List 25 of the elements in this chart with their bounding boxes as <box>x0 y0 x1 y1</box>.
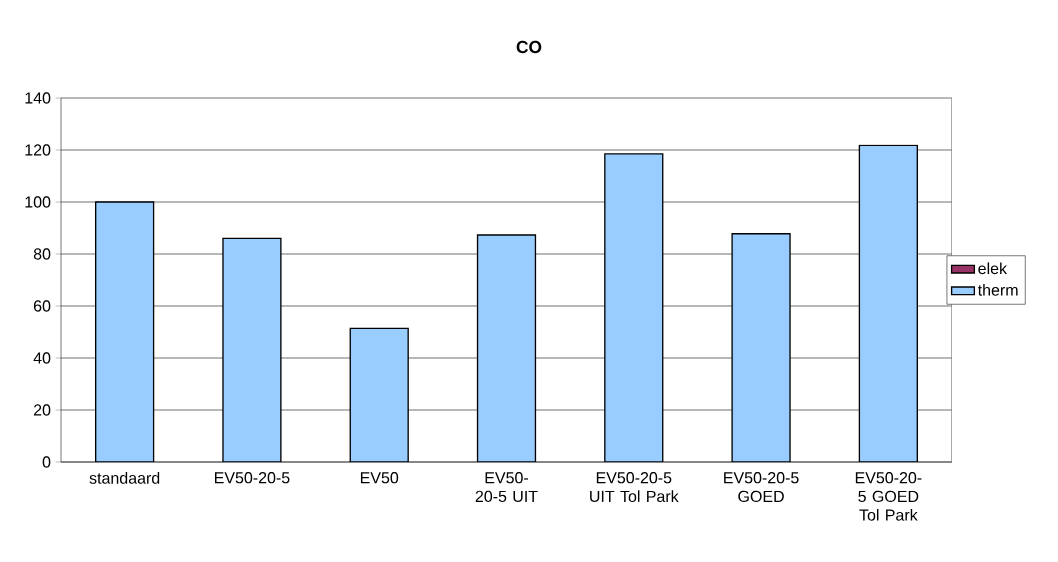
x-tick-label: EV50-20-5 <box>215 472 290 484</box>
y-tick-label: 0 <box>42 456 51 468</box>
chart-title: CO <box>516 40 542 54</box>
x-tick-label: EV50-20-5 UIT <box>475 472 538 503</box>
y-tick-label: 120 <box>25 144 51 156</box>
bar <box>476 234 537 462</box>
x-tick-label: EV50-20-5 GOED <box>724 472 799 503</box>
y-tick-label: 40 <box>33 352 51 364</box>
legend-label: elek <box>978 262 1008 275</box>
y-tick-label: 20 <box>33 404 51 416</box>
bar <box>604 153 664 462</box>
y-tick-label: 60 <box>33 300 51 312</box>
x-tick-label: EV50 <box>360 472 399 484</box>
bar <box>731 233 791 462</box>
legend-label: therm <box>977 284 1018 296</box>
x-tick-label: EV50-20-5 GOED Tol Park <box>855 472 922 521</box>
bar <box>349 327 409 462</box>
bar <box>95 201 155 462</box>
x-tick-label: standaard <box>89 472 160 484</box>
y-tick-label: 80 <box>33 248 51 260</box>
y-tick-label: 140 <box>25 92 51 104</box>
bar <box>222 237 282 462</box>
x-tick-label: EV50-20-5 UIT Tol Park <box>590 472 679 503</box>
y-tick-label: 100 <box>25 196 51 208</box>
bar <box>858 144 918 462</box>
